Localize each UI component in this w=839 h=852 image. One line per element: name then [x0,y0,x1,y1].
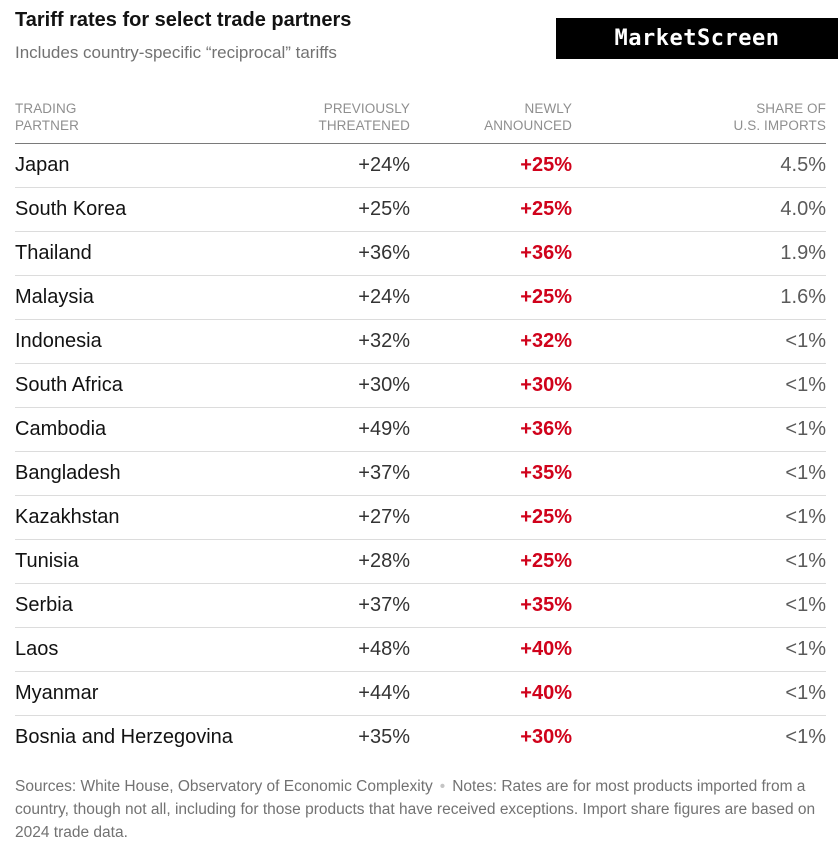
cell-partner: Laos [15,627,245,672]
table-row: Bangladesh +37% +35% <1% [15,451,826,496]
header-line: U.S. IMPORTS [733,118,826,133]
header-line: THREATENED [318,118,410,133]
cell-previously-threatened: +28% [245,539,410,584]
cell-previously-threatened: +24% [245,143,410,188]
header-previously-threatened: PREVIOUSLY THREATENED [245,100,410,144]
cell-previously-threatened: +44% [245,671,410,716]
cell-share-of-imports: <1% [572,627,826,672]
cell-partner: Kazakhstan [15,495,245,540]
header-line: PREVIOUSLY [323,101,410,116]
table-row: Myanmar +44% +40% <1% [15,671,826,716]
cell-partner: Thailand [15,231,245,276]
cell-partner: Myanmar [15,671,245,716]
cell-share-of-imports: 4.0% [572,187,826,232]
header-newly-announced: NEWLY ANNOUNCED [410,100,572,144]
cell-newly-announced: +25% [410,495,572,540]
cell-partner: Serbia [15,583,245,628]
cell-newly-announced: +30% [520,726,572,748]
table-body: Japan +24% +25% 4.5% South Korea +25% +25% 4.0%… [15,143,826,760]
cell-previously-threatened: +27% [245,495,410,540]
table-row: Bosnia and Herzegovina +35% +30% <1% [15,716,826,760]
cell-previously-threatened: +25% [245,187,410,232]
table-row: Laos +48% +40% <1% [15,627,826,672]
cell-previously-threatened: +30% [245,363,410,408]
table-row: South Korea +25% +25% 4.0% [15,187,826,232]
cell-newly-announced: +25% [410,275,572,320]
cell-share-of-imports: <1% [572,319,826,364]
cell-partner: Japan [15,143,245,188]
header-trading-partner: TRADING PARTNER [15,100,245,144]
table-row: Tunisia +28% +25% <1% [15,539,826,584]
header-line: TRADING [15,101,77,116]
cell-newly-announced: +36% [410,231,572,276]
marketscreen-logo: MarketScreen [556,18,838,59]
table-row: Japan +24% +25% 4.5% [15,143,826,188]
cell-newly-announced: +25% [410,539,572,584]
cell-partner: Indonesia [15,319,245,364]
cell-newly-announced: +40% [410,671,572,716]
cell-share-of-imports: <1% [572,363,826,408]
separator-dot: • [439,778,446,795]
cell-share-of-imports: 4.5% [572,143,826,188]
cell-newly-announced: +35% [410,451,572,496]
cell-partner: Cambodia [15,407,245,452]
cell-previously-threatened: +24% [245,275,410,320]
cell-previously-threatened: +37% [245,583,410,628]
header-line: PARTNER [15,118,79,133]
cell-share-of-imports: <1% [572,495,826,540]
notes-text: Notes: Rates are for most products impor… [15,778,816,841]
cell-previously-threatened: +48% [245,627,410,672]
header-line: SHARE OF [756,101,826,116]
table-row: Malaysia +24% +25% 1.6% [15,275,826,320]
header-line: ANNOUNCED [484,118,572,133]
table-row: Serbia +37% +35% <1% [15,583,826,628]
chart-footer: Sources: White House, Observatory of Eco… [15,775,826,844]
cell-newly-announced: +36% [410,407,572,452]
cell-share-of-imports: <1% [572,671,826,716]
cell-previously-threatened: +49% [245,407,410,452]
header-line: NEWLY [524,101,572,116]
cell-partner: Bosnia and Herzegovina [15,726,233,748]
cell-share-of-imports: <1% [572,583,826,628]
cell-share-of-imports: <1% [572,451,826,496]
cell-previously-threatened: +37% [245,451,410,496]
table-row: South Africa +30% +30% <1% [15,363,826,408]
cell-partner: South Africa [15,363,245,408]
table-row: Indonesia +32% +32% <1% [15,319,826,364]
cell-previously-threatened: +35% [358,726,410,748]
table-header-row: TRADING PARTNER PREVIOUSLY THREATENED NE… [15,100,826,144]
cell-share-of-imports: <1% [572,407,826,452]
cell-newly-announced: +32% [410,319,572,364]
cell-previously-threatened: +32% [245,319,410,364]
cell-share-of-imports: 1.9% [572,231,826,276]
table-row: Cambodia +49% +36% <1% [15,407,826,452]
table-row: Kazakhstan +27% +25% <1% [15,495,826,540]
cell-share-of-imports: <1% [785,726,826,748]
chart-title: Tariff rates for select trade partners [15,9,352,31]
cell-newly-announced: +30% [410,363,572,408]
cell-newly-announced: +25% [410,143,572,188]
cell-partner: South Korea [15,187,245,232]
cell-partner: Tunisia [15,539,245,584]
table-row: Thailand +36% +36% 1.9% [15,231,826,276]
cell-share-of-imports: 1.6% [572,275,826,320]
cell-newly-announced: +35% [410,583,572,628]
cell-partner: Bangladesh [15,451,245,496]
chart-header: Tariff rates for select trade partners I… [15,8,826,64]
cell-previously-threatened: +36% [245,231,410,276]
sources-text: Sources: White House, Observatory of Eco… [15,778,433,795]
chart-subtitle: Includes country-specific “reciprocal” t… [15,43,337,62]
cell-partner: Malaysia [15,275,245,320]
tariff-table: TRADING PARTNER PREVIOUSLY THREATENED NE… [15,100,826,759]
cell-newly-announced: +40% [410,627,572,672]
cell-newly-announced: +25% [410,187,572,232]
header-share-of-imports: SHARE OF U.S. IMPORTS [572,100,826,144]
cell-share-of-imports: <1% [572,539,826,584]
